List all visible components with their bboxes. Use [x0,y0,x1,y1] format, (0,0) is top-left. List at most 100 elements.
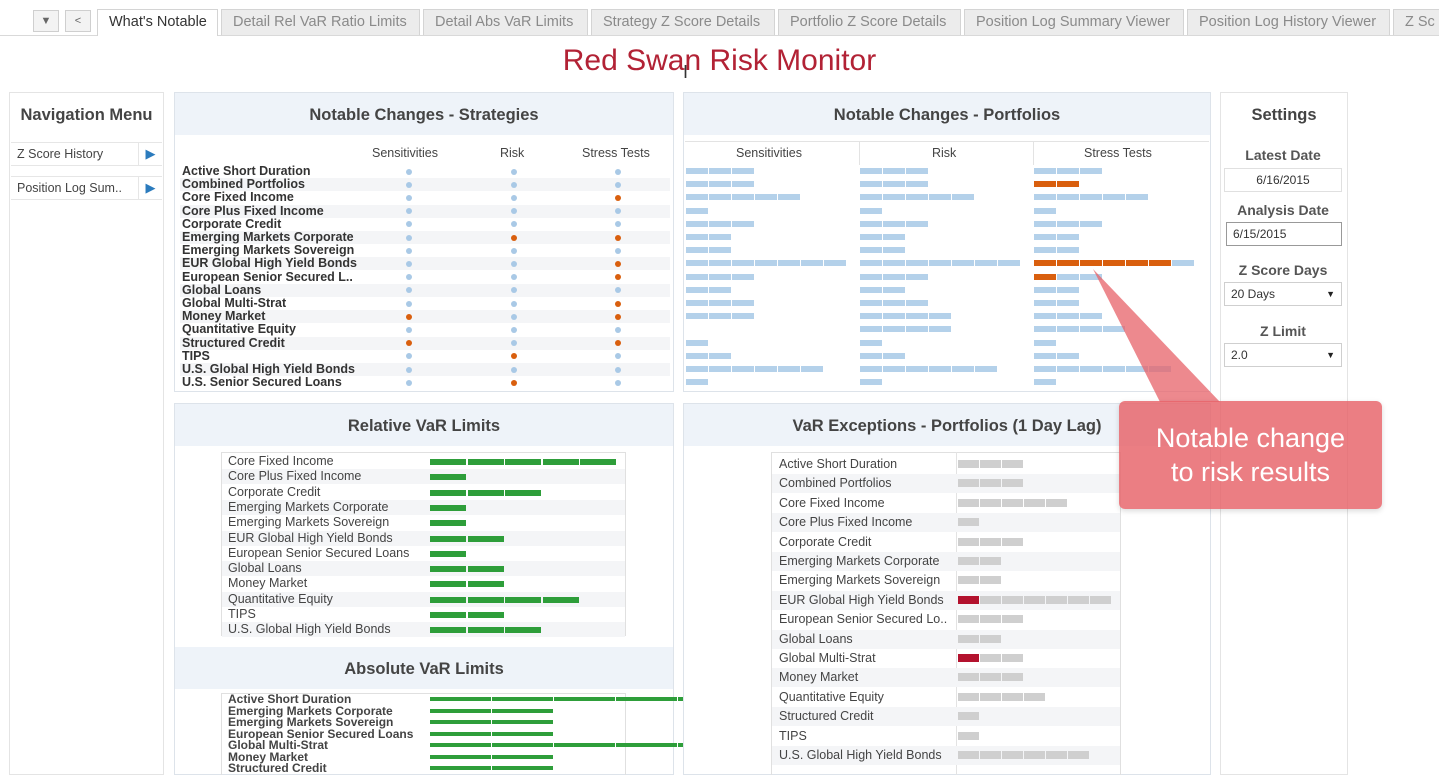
notable-flag-dot [406,313,412,320]
bar-segment [906,326,928,333]
play-arrow-icon[interactable]: ▶ [138,177,162,199]
bar-segment [709,313,731,320]
navigation-title: Navigation Menu [10,93,163,135]
page-title: Red Swan Risk Monitor [562,44,877,77]
bar-segment [1034,247,1056,254]
bar-segment [860,234,882,240]
bar-segment [929,194,951,201]
play-arrow-icon[interactable]: ▶ [138,143,162,165]
bar-segment [929,313,951,320]
tab-z-score-truncated[interactable]: Z Sc [1393,9,1439,35]
bar-segment [980,537,1001,546]
z-limit-select[interactable]: 2.0 ▼ [1224,343,1342,367]
limit-bar-segment [430,474,466,481]
bar-segment [883,273,905,280]
bar-segment [686,273,708,280]
bar-segment [860,220,882,227]
row-stripe [222,469,625,485]
row-stripe [222,591,625,607]
bar-segment [1034,194,1056,201]
bar-segment [906,260,928,267]
bar-segment [958,673,979,682]
bar-segment [980,557,1001,565]
tab-position-log-history-viewer[interactable]: Position Log History Viewer [1187,9,1390,35]
nav-item-label: Z Score History [17,147,104,161]
bar-segment [709,234,731,240]
normal-dot [406,208,412,215]
bar-segment [860,286,882,293]
bar-segment [860,181,882,188]
relative-var-title: Relative VaR Limits [175,404,673,446]
bar-segment [958,634,979,643]
normal-dot [406,234,412,241]
bar-segment [860,300,882,306]
limit-bar-segment [430,504,466,511]
var-exceptions-divider [956,452,957,775]
tab-detail-abs-var-limits[interactable]: Detail Abs VaR Limits [423,9,588,35]
portfolio-name: U.S. Global High Yield Bonds [779,748,942,762]
normal-dot [511,274,517,281]
portfolios-col-divider [1033,141,1034,165]
bar-segment [1103,326,1125,333]
tab-position-log-summary-viewer[interactable]: Position Log Summary Viewer [964,9,1184,35]
bar-segment [1034,207,1056,214]
limit-bar-segment [467,459,504,465]
bar-segment [1057,220,1079,227]
bar-segment [778,366,800,372]
limit-bar-segment [430,720,491,724]
bar-segment [1046,751,1067,759]
bar-segment [929,366,951,372]
normal-dot [615,379,621,386]
notable-bar-segment [1149,260,1171,267]
limit-bar-segment [467,596,504,603]
bar-segment [958,498,979,507]
tab-strategy-z-score-details[interactable]: Strategy Z Score Details [591,9,775,35]
bar-segment [1034,220,1056,227]
bar-segment [906,194,928,201]
bar-segment [686,247,708,254]
absolute-var-name: European Senior Secured Loans [228,726,414,741]
bar-segment [732,194,754,201]
bar-segment [860,326,882,333]
z-score-days-select[interactable]: 20 Days ▼ [1224,282,1342,306]
nav-item-z-score-history[interactable]: Z Score History ▶ [11,142,162,166]
annotation-callout: Notable change to risk results [1119,401,1382,509]
limit-bar-segment [430,697,491,701]
limit-bar-segment [616,743,677,747]
bar-segment [1002,615,1023,624]
row-stripe [772,746,1120,765]
limit-bar-segment [542,596,579,603]
bar-segment [732,366,754,372]
bar-segment [1068,595,1089,604]
tab-bar: ▼ < What's Notable Detail Rel VaR Ratio … [0,0,1439,36]
strategy-name: U.S. Global High Yield Bonds [182,362,355,376]
portfolio-name: European Senior Secured Lo.. [779,612,948,627]
tab-detail-rel-var-ratio-limits[interactable]: Detail Rel VaR Ratio Limits [221,9,420,35]
bar-segment [709,220,731,227]
limit-bar-segment [430,708,491,713]
row-stripe [180,283,670,297]
tab-portfolio-z-score-details[interactable]: Portfolio Z Score Details [778,9,961,35]
bar-segment [1149,366,1171,372]
normal-dot [511,221,517,228]
bar-segment [980,498,1001,507]
normal-dot [406,274,412,281]
analysis-date-input[interactable]: 6/15/2015 [1226,222,1342,246]
normal-dot [615,181,621,188]
tab-scroll-left-button[interactable]: < [65,10,91,32]
settings-title: Settings [1221,93,1347,135]
tab-whats-notable[interactable]: What's Notable [97,9,218,36]
bar-segment [860,260,882,267]
tab-menu-dropdown[interactable]: ▼ [33,10,59,32]
navigation-panel: Navigation Menu Z Score History ▶ Positi… [9,92,164,775]
limit-bar-segment [430,581,466,588]
bar-segment [801,260,823,267]
normal-dot [511,260,517,267]
bar-segment [1080,273,1102,280]
bar-segment [980,595,1001,604]
z-limit-value: 2.0 [1231,348,1248,362]
normal-dot [511,247,517,254]
nav-item-position-log-summary[interactable]: Position Log Sum.. ▶ [11,176,162,200]
limit-bar-segment [492,731,553,736]
portfolio-name: Active Short Duration [779,457,898,471]
